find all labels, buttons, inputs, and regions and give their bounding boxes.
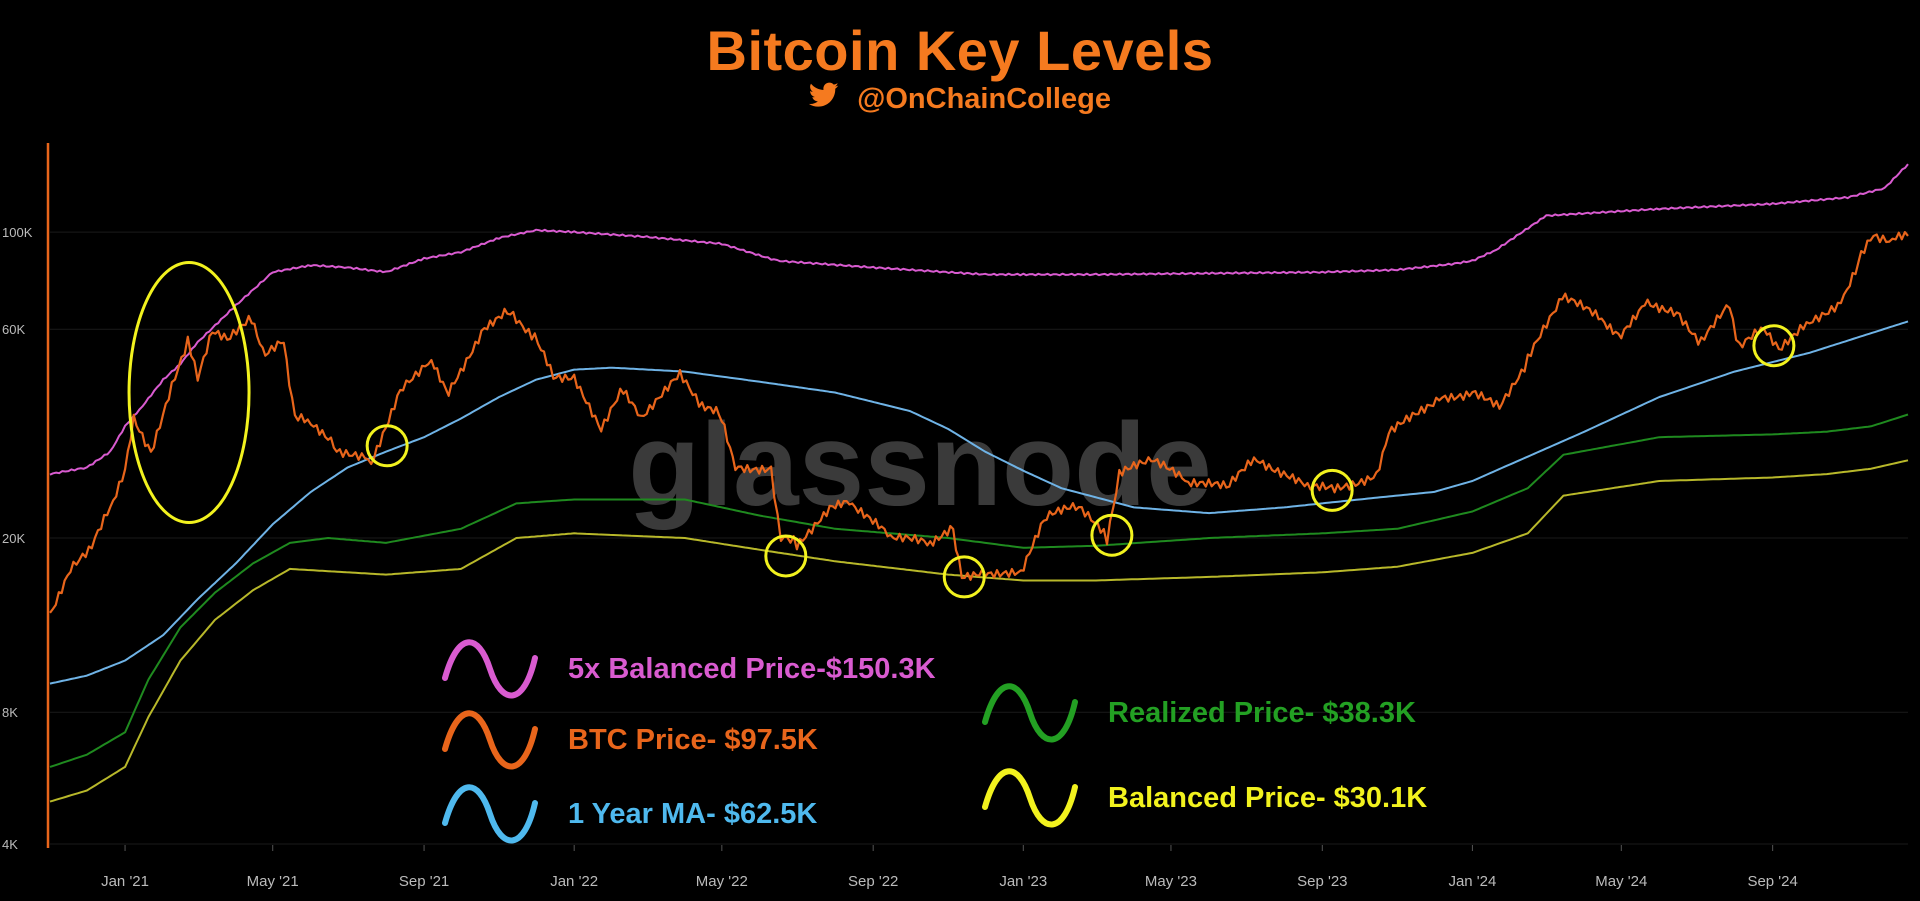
highlight-circle bbox=[764, 534, 808, 578]
legend-item: 5x Balanced Price-$150.3K bbox=[440, 636, 936, 702]
legend-item: Balanced Price- $30.1K bbox=[980, 765, 1427, 831]
5x-balanced-price-line bbox=[49, 163, 1909, 476]
x-tick-label: Jan '23 bbox=[999, 873, 1047, 890]
highlight-ellipse bbox=[127, 261, 251, 525]
legend-label: BTC Price- $97.5K bbox=[568, 723, 818, 756]
legend-item: 1 Year MA- $62.5K bbox=[440, 781, 817, 847]
page-title: Bitcoin Key Levels bbox=[706, 19, 1214, 82]
yellow-wave-icon bbox=[982, 768, 1078, 828]
x-tick-label: Sep '24 bbox=[1747, 873, 1797, 890]
gridlines bbox=[50, 231, 1908, 845]
x-tick-label: Sep '22 bbox=[848, 873, 898, 890]
author-handle: @OnChainCollege bbox=[857, 82, 1111, 115]
highlight-circle bbox=[1310, 468, 1354, 512]
annotation-layer bbox=[127, 261, 1796, 599]
y-tick-label: 60K bbox=[2, 322, 25, 337]
1-year-ma-line bbox=[49, 320, 1909, 685]
highlight-circle bbox=[1752, 324, 1796, 368]
x-tick-label: May '22 bbox=[696, 873, 748, 890]
x-tick-label: Jan '21 bbox=[101, 873, 149, 890]
watermark: glassnode bbox=[628, 399, 1212, 531]
orange-wave-icon bbox=[442, 710, 538, 770]
x-tick-label: Sep '21 bbox=[399, 873, 449, 890]
legend-label: 1 Year MA- $62.5K bbox=[568, 797, 818, 830]
y-tick-label: 4K bbox=[2, 837, 18, 852]
x-axis: Jan '21 May '21 Sep '21 Jan '22 May '22 Sep '… bbox=[101, 845, 1798, 890]
series-layer bbox=[49, 163, 1909, 803]
y-tick-label: 20K bbox=[2, 531, 25, 546]
pink-wave-icon bbox=[442, 639, 538, 699]
green-wave-icon bbox=[982, 683, 1078, 743]
blue-wave-icon bbox=[442, 784, 538, 844]
balanced-price-line bbox=[49, 459, 1909, 803]
btc-price-line bbox=[49, 231, 1909, 614]
twitter-bird-icon bbox=[808, 82, 839, 116]
x-tick-label: Jan '24 bbox=[1448, 873, 1496, 890]
highlight-circle bbox=[1090, 513, 1134, 557]
highlight-circle bbox=[365, 424, 409, 468]
x-tick-label: May '24 bbox=[1595, 873, 1647, 890]
y-axis: 100K 60K 20K 8K 4K bbox=[2, 225, 33, 852]
x-tick-label: Jan '22 bbox=[550, 873, 598, 890]
legend-item: Realized Price- $38.3K bbox=[980, 680, 1416, 746]
author-handle-row: @OnChainCollege bbox=[0, 82, 1920, 116]
legend-label: Balanced Price- $30.1K bbox=[1108, 781, 1428, 814]
legend-label: Realized Price- $38.3K bbox=[1108, 696, 1416, 729]
x-tick-label: May '23 bbox=[1145, 873, 1197, 890]
x-tick-label: Sep '23 bbox=[1297, 873, 1347, 890]
legend-label: 5x Balanced Price-$150.3K bbox=[568, 652, 936, 685]
y-tick-label: 8K bbox=[2, 705, 18, 720]
y-tick-label: 100K bbox=[2, 225, 33, 240]
highlight-circle bbox=[942, 555, 986, 599]
x-tick-label: May '21 bbox=[247, 873, 299, 890]
realized-price-line bbox=[49, 413, 1909, 768]
legend-item: BTC Price- $97.5K bbox=[440, 707, 818, 773]
